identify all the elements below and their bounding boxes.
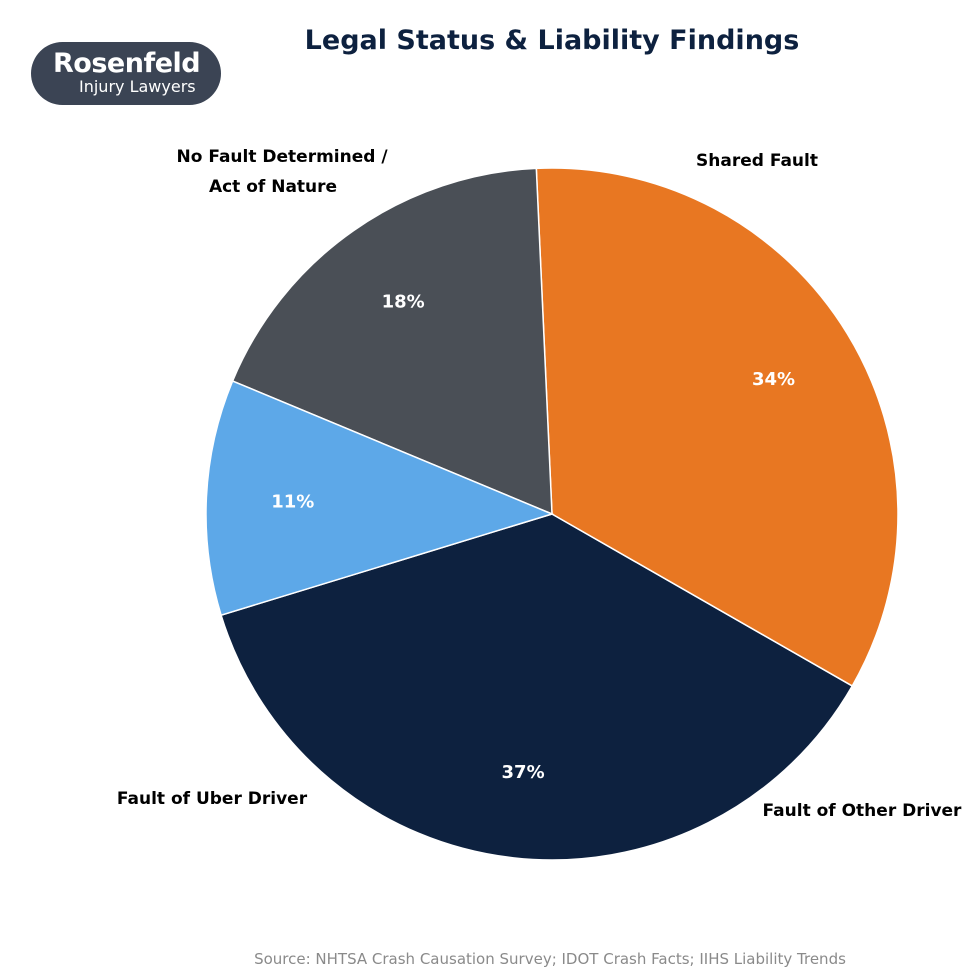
pie-slice-3 (205, 380, 555, 617)
percent-labels: 37% 34% 18% 11% (271, 291, 795, 782)
percent-label-2: 18% (382, 291, 425, 312)
percent-label-1: 34% (752, 369, 795, 390)
chart-title: Legal Status & Liability Findings (305, 25, 800, 56)
slice-label-no-fault-line-1: No Fault Determined / (177, 147, 389, 167)
rosenfeld-logo: Rosenfeld Injury Lawyers (31, 42, 221, 105)
pie-slice-1 (535, 167, 899, 687)
percent-label-3: 11% (271, 491, 314, 512)
pie-slice-2 (231, 167, 553, 516)
slice-label-no-fault: No Fault Determined / Act of Nature (177, 147, 394, 197)
logo-subtitle: Injury Lawyers (79, 77, 196, 96)
source-note: Source: NHTSA Crash Causation Survey; ID… (254, 950, 846, 968)
slice-label-fault-of-uber-driver: Fault of Uber Driver (117, 789, 308, 809)
pie-slices (205, 167, 899, 861)
slice-label-shared-fault: Shared Fault (696, 151, 818, 171)
slice-label-fault-of-other-driver: Fault of Other Driver (763, 801, 963, 821)
logo-brand: Rosenfeld (53, 48, 201, 79)
percent-label-0: 37% (502, 762, 545, 783)
slice-label-no-fault-line-2: Act of Nature (209, 177, 337, 197)
pie-slice-0 (220, 513, 854, 861)
